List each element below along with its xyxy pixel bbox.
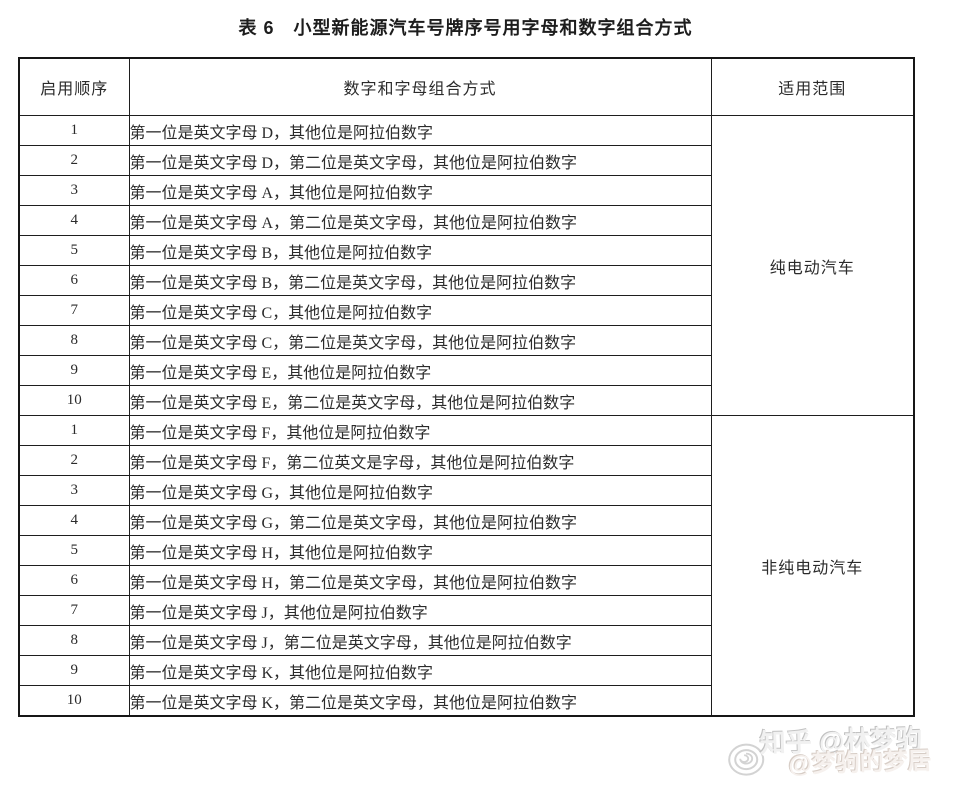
header-combination: 数字和字母组合方式 [128, 57, 712, 116]
table-row: 6 第一位是英文字母 B，第二位是英文字母，其他位是阿拉伯数字 [18, 265, 914, 296]
table-row: 1 第一位是英文字母 F，其他位是阿拉伯数字 非纯电动汽车 [18, 415, 915, 717]
order-cell: 1 [18, 115, 130, 146]
combination-cell: 第一位是英文字母 E，第二位是英文字母，其他位是阿拉伯数字 [128, 385, 712, 416]
table-row: 3 第一位是英文字母 G，其他位是阿拉伯数字 [18, 475, 914, 506]
order-cell: 8 [18, 625, 130, 656]
combination-cell: 第一位是英文字母 A，其他位是阿拉伯数字 [128, 175, 712, 206]
order-cell: 2 [18, 145, 130, 176]
header-scope: 适用范围 [710, 57, 915, 116]
table-row: 3 第一位是英文字母 A，其他位是阿拉伯数字 [18, 175, 914, 206]
combination-cell: 第一位是英文字母 G，其他位是阿拉伯数字 [128, 475, 712, 506]
table-row: 10 第一位是英文字母 E，第二位是英文字母，其他位是阿拉伯数字 [18, 385, 914, 416]
table-header-row: 启用顺序 数字和字母组合方式 适用范围 [18, 57, 915, 116]
order-cell: 8 [18, 325, 130, 356]
order-cell: 6 [18, 265, 130, 296]
order-cell: 5 [18, 235, 130, 266]
header-order: 启用顺序 [18, 57, 130, 116]
combination-cell: 第一位是英文字母 A，第二位是英文字母，其他位是阿拉伯数字 [128, 205, 712, 236]
combination-cell: 第一位是英文字母 F，第二位英文是字母，其他位是阿拉伯数字 [128, 445, 712, 476]
table-row: 9 第一位是英文字母 E，其他位是阿拉伯数字 [18, 355, 914, 386]
combination-cell: 第一位是英文字母 K，其他位是阿拉伯数字 [128, 655, 712, 686]
combination-cell: 第一位是英文字母 B，其他位是阿拉伯数字 [128, 235, 712, 266]
combination-cell: 第一位是英文字母 J，第二位是英文字母，其他位是阿拉伯数字 [128, 625, 712, 656]
combination-cell: 第一位是英文字母 G，第二位是英文字母，其他位是阿拉伯数字 [128, 505, 712, 536]
order-cell: 10 [18, 385, 130, 416]
table-row: 7 第一位是英文字母 J，其他位是阿拉伯数字 [18, 595, 914, 626]
watermark-primary-text: 知乎 @林梦驹 [759, 723, 923, 759]
combination-cell: 第一位是英文字母 B，第二位是英文字母，其他位是阿拉伯数字 [128, 265, 712, 296]
combination-cell: 第一位是英文字母 D，其他位是阿拉伯数字 [128, 115, 712, 146]
order-cell: 2 [18, 445, 130, 476]
order-cell: 5 [18, 535, 130, 566]
combination-cell: 第一位是英文字母 H，其他位是阿拉伯数字 [128, 535, 712, 566]
order-cell: 9 [18, 655, 130, 686]
combination-cell: 第一位是英文字母 C，第二位是英文字母，其他位是阿拉伯数字 [128, 325, 712, 356]
zhihu-swirl-logo [728, 743, 765, 776]
combination-cell: 第一位是英文字母 D，第二位是英文字母，其他位是阿拉伯数字 [128, 145, 712, 176]
plate-combination-table: 启用顺序 数字和字母组合方式 适用范围 1 第一位是英文字母 D，其他位是阿拉伯数… [18, 57, 915, 717]
table-row: 2 第一位是英文字母 F，第二位英文是字母，其他位是阿拉伯数字 [18, 445, 914, 476]
combination-cell: 第一位是英文字母 E，其他位是阿拉伯数字 [128, 355, 712, 386]
order-cell: 3 [18, 475, 130, 506]
table-row: 6 第一位是英文字母 H，第二位是英文字母，其他位是阿拉伯数字 [18, 565, 914, 596]
table-row: 10 第一位是英文字母 K，第二位是英文字母，其他位是阿拉伯数字 [18, 685, 914, 717]
table-row: 1 第一位是英文字母 D，其他位是阿拉伯数字 纯电动汽车 [18, 115, 915, 416]
table-row: 9 第一位是英文字母 K，其他位是阿拉伯数字 [18, 655, 914, 686]
watermark-secondary-text: @梦驹的梦居 [788, 747, 933, 779]
order-cell: 4 [18, 505, 130, 536]
combination-cell: 第一位是英文字母 K，第二位是英文字母，其他位是阿拉伯数字 [128, 685, 712, 717]
table-row: 2 第一位是英文字母 D，第二位是英文字母，其他位是阿拉伯数字 [18, 145, 914, 176]
table-row: 8 第一位是英文字母 C，第二位是英文字母，其他位是阿拉伯数字 [18, 325, 914, 356]
order-cell: 7 [18, 295, 130, 326]
table-row: 8 第一位是英文字母 J，第二位是英文字母，其他位是阿拉伯数字 [18, 625, 914, 656]
combination-cell: 第一位是英文字母 F，其他位是阿拉伯数字 [128, 415, 712, 446]
order-cell: 1 [18, 415, 130, 446]
order-cell: 10 [18, 685, 130, 717]
table-row: 5 第一位是英文字母 H，其他位是阿拉伯数字 [18, 535, 914, 566]
order-cell: 9 [18, 355, 130, 386]
order-cell: 7 [18, 595, 130, 626]
combination-cell: 第一位是英文字母 C，其他位是阿拉伯数字 [128, 295, 712, 326]
combination-cell: 第一位是英文字母 H，第二位是英文字母，其他位是阿拉伯数字 [128, 565, 712, 596]
combination-cell: 第一位是英文字母 J，其他位是阿拉伯数字 [128, 595, 712, 626]
table-row: 4 第一位是英文字母 G，第二位是英文字母，其他位是阿拉伯数字 [18, 505, 914, 536]
scope-cell: 纯电动汽车 [710, 115, 915, 416]
watermark: 知乎 @林梦驹 @梦驹的梦居 [728, 716, 961, 784]
table-body: 1 第一位是英文字母 D，其他位是阿拉伯数字 纯电动汽车 2 第一位是英文字母 D，第二… [18, 115, 915, 717]
order-cell: 6 [18, 565, 130, 596]
order-cell: 4 [18, 205, 130, 236]
table-row: 5 第一位是英文字母 B，其他位是阿拉伯数字 [18, 235, 914, 266]
scope-cell: 非纯电动汽车 [710, 415, 915, 717]
page-title: 表 6 小型新能源汽车号牌序号用字母和数字组合方式 [238, 18, 693, 38]
order-cell: 3 [18, 175, 130, 206]
